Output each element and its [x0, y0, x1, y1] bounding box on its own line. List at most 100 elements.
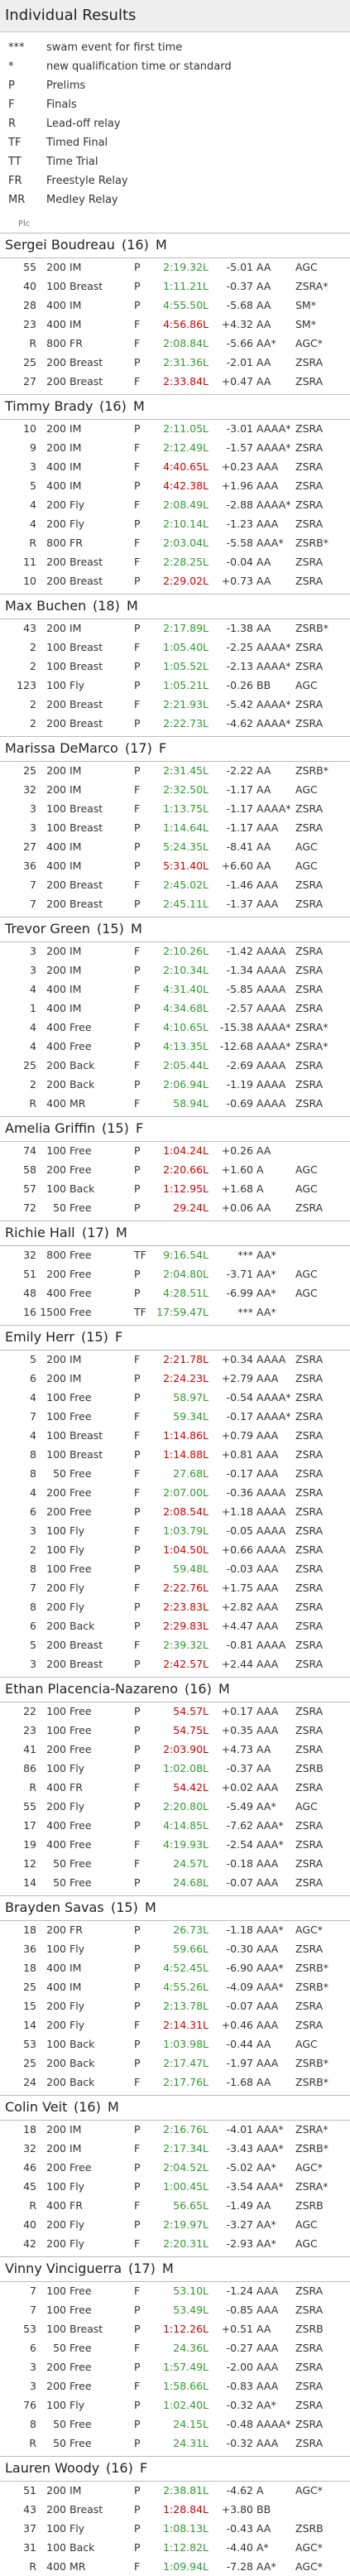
time: 2:05.44L	[163, 1059, 209, 1071]
distance: 100	[46, 1144, 66, 1157]
swimmer-age: (16)	[74, 2099, 101, 2115]
distance: 100	[46, 1524, 66, 1537]
time-delta: -0.32	[226, 2437, 253, 2449]
distance: 200	[46, 2161, 66, 2174]
qualifier: ZSRA	[295, 1781, 324, 1794]
time: 2:23.83L	[163, 1601, 209, 1613]
place: 15	[23, 2000, 36, 2012]
session: P	[134, 1562, 141, 1575]
session: P	[134, 964, 141, 976]
time-delta: -1.23	[226, 518, 253, 530]
session: P	[134, 1201, 141, 1214]
session: F	[134, 1353, 141, 1365]
standard: AAA	[257, 1705, 279, 1717]
distance: 200	[46, 1743, 66, 1755]
legend-text: Medley Relay	[46, 194, 118, 206]
legend-code: TF	[8, 137, 22, 149]
session: P	[134, 280, 141, 292]
standard: AAAA*	[257, 660, 291, 672]
time-delta: -2.00	[226, 2361, 253, 2373]
qualifier: ZSRA	[295, 1857, 324, 1870]
time-delta: +4.32	[221, 318, 253, 330]
place: R	[29, 1781, 36, 1794]
session: F	[134, 802, 141, 815]
place: 10	[23, 575, 36, 587]
time-delta: -0.37	[226, 1762, 253, 1774]
distance: 200	[46, 1582, 66, 1594]
time-delta: +1.96	[221, 479, 253, 492]
stroke: Free	[70, 2342, 92, 2354]
swimmer-gender: F	[159, 740, 167, 756]
qualifier: ZSRA	[295, 1097, 324, 1110]
stroke: Breast	[70, 879, 103, 891]
session: P	[134, 1078, 141, 1091]
time: 1:05.52L	[163, 660, 209, 672]
time-delta: -1.17	[226, 802, 253, 815]
qualifier: ZSRA	[295, 983, 324, 995]
time-delta: -2.69	[226, 1059, 253, 1071]
stroke: Back	[70, 2541, 95, 2554]
time-delta: -1.17	[226, 821, 253, 834]
standard: AA*	[257, 1268, 276, 1280]
time-delta: -6.99	[226, 1287, 253, 1299]
stroke: Breast	[70, 356, 103, 368]
stroke: Breast	[70, 802, 103, 815]
place: 18	[23, 1962, 36, 1974]
stroke: IM	[70, 422, 82, 435]
column-header: Plc	[18, 219, 31, 229]
stroke: IM	[70, 840, 82, 853]
standard: AAA	[257, 1876, 279, 1889]
stroke: IM	[70, 764, 82, 777]
distance: 50	[53, 2418, 66, 2430]
time-delta: -0.05	[226, 1524, 253, 1537]
stroke: IM	[70, 2123, 82, 2135]
session: F	[134, 2380, 141, 2392]
standard: AAA	[257, 479, 279, 492]
session: F	[134, 460, 141, 473]
time: 58.94L	[173, 1097, 209, 1110]
stroke: Fly	[70, 679, 85, 691]
qualifier: ZSRA	[295, 441, 324, 454]
time-delta: -0.30	[226, 1943, 253, 1955]
qualifier: ZSRA	[295, 717, 324, 729]
distance: 100	[46, 1448, 66, 1461]
qualifier: ZSRA	[295, 2361, 324, 2373]
stroke: IM	[70, 318, 82, 330]
stroke: Fly	[70, 1524, 85, 1537]
session: F	[134, 537, 141, 549]
standard: AAA*	[257, 537, 284, 549]
time-delta: -1.34	[226, 964, 253, 976]
swimmer-gender: M	[145, 1899, 156, 1915]
qualifier: AGC	[295, 2237, 318, 2250]
place: 43	[23, 2503, 36, 2516]
time-delta: +0.02	[221, 1781, 253, 1794]
standard: AAAA	[257, 945, 286, 957]
qualifier: ZSRA	[295, 1486, 324, 1499]
time: 2:06.94L	[163, 1078, 209, 1091]
time-delta: -1.57	[226, 441, 253, 454]
stroke: Fly	[70, 2237, 85, 2250]
qualifier: ZSRA	[295, 1078, 324, 1091]
distance: 100	[46, 1410, 66, 1423]
time: 2:12.49L	[163, 441, 209, 454]
distance: 400	[46, 1040, 66, 1052]
standard: AAAA	[257, 964, 286, 976]
qualifier: ZSRA	[295, 821, 324, 834]
separator	[0, 419, 350, 420]
session: F	[134, 1059, 141, 1071]
time: 2:33.84L	[163, 375, 209, 388]
stroke: Free	[70, 2161, 92, 2174]
distance: 400	[46, 1981, 66, 1993]
separator	[0, 233, 350, 234]
time-delta: -0.48	[226, 2418, 253, 2430]
stroke: Free	[70, 1201, 92, 1214]
time: 26.73L	[173, 1924, 209, 1936]
session: P	[134, 1040, 141, 1052]
stroke: Back	[70, 1182, 95, 1195]
standard: AA	[257, 783, 271, 796]
standard: AAAA	[257, 1486, 286, 1499]
standard: AAAA	[257, 983, 286, 995]
time: 2:17.47L	[163, 2057, 209, 2069]
qualifier: ZSRA	[295, 1876, 324, 1889]
time: 58.97L	[173, 1391, 209, 1404]
